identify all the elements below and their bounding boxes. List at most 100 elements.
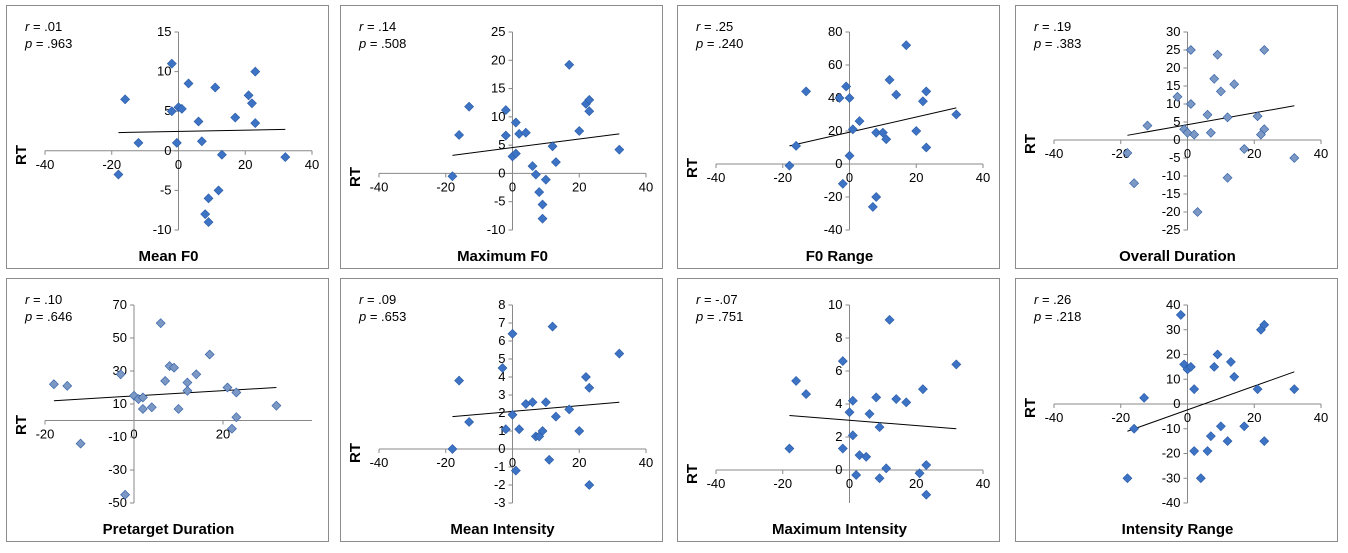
y-tick-label: 15 bbox=[1166, 78, 1180, 93]
data-point bbox=[547, 141, 558, 152]
y-tick-label: -10 bbox=[153, 222, 172, 237]
r-symbol: r bbox=[696, 19, 701, 34]
x-tick-label: 0 bbox=[175, 157, 182, 172]
trend-line bbox=[1127, 105, 1295, 136]
data-point bbox=[801, 86, 812, 97]
x-tick-label: 0 bbox=[509, 455, 516, 470]
x-tick-label: -40 bbox=[370, 179, 389, 194]
data-point bbox=[550, 157, 561, 168]
y-tick-label: 0 bbox=[835, 462, 842, 477]
data-point bbox=[447, 171, 458, 182]
x-axis-label: Mean F0 bbox=[138, 248, 199, 265]
data-point bbox=[1239, 421, 1250, 432]
data-point bbox=[918, 96, 928, 107]
y-tick-label: 2 bbox=[835, 429, 842, 444]
x-tick-label: 20 bbox=[238, 157, 252, 172]
data-point bbox=[454, 130, 465, 140]
x-tick-label: 40 bbox=[639, 455, 653, 470]
trend-line bbox=[118, 128, 286, 134]
data-point bbox=[176, 103, 187, 114]
y-tick-label: -40 bbox=[824, 222, 843, 237]
y-tick-label: -10 bbox=[487, 222, 506, 237]
y-tick-label: 0 bbox=[498, 165, 505, 180]
data-point bbox=[1185, 99, 1196, 109]
data-point bbox=[1259, 319, 1270, 330]
data-point bbox=[537, 426, 548, 436]
y-tick-label: 20 bbox=[491, 52, 505, 67]
data-point bbox=[120, 489, 131, 500]
data-point bbox=[1185, 361, 1196, 372]
y-axis-label: RT bbox=[684, 158, 701, 178]
x-tick-label: 0 bbox=[846, 476, 853, 491]
r-symbol: r bbox=[1034, 19, 1039, 34]
scatter-plot: -40 -20 0 20 40 0 2 4 6 8 10 bbox=[707, 297, 990, 503]
data-point bbox=[507, 409, 518, 420]
data-point bbox=[871, 392, 882, 403]
scatter-panel-7: -40 -20 0 20 40 0 2 4 6 8 10 r = -.07 p = .751 RT Maxi… bbox=[677, 278, 1000, 542]
data-point bbox=[243, 90, 254, 101]
data-point bbox=[203, 217, 214, 228]
p-stat: p = .751 bbox=[696, 308, 743, 325]
x-axis-label: F0 Range bbox=[805, 248, 874, 265]
data-point bbox=[911, 126, 922, 136]
x-tick-label: -20 bbox=[773, 170, 792, 185]
r-symbol: r bbox=[359, 19, 364, 34]
data-point bbox=[844, 150, 855, 161]
data-point bbox=[801, 389, 812, 400]
y-tick-label: 30 bbox=[1166, 322, 1180, 337]
p-symbol: p bbox=[1034, 36, 1042, 51]
data-point bbox=[1252, 111, 1263, 122]
data-point bbox=[1209, 361, 1220, 372]
data-point bbox=[537, 213, 548, 224]
data-point bbox=[1205, 127, 1216, 138]
data-point bbox=[250, 66, 261, 77]
data-point bbox=[584, 106, 595, 117]
data-point bbox=[48, 379, 59, 390]
r-symbol: r bbox=[25, 19, 30, 34]
y-tick-label: 15 bbox=[491, 81, 505, 96]
data-point bbox=[1142, 120, 1153, 131]
p-stat: p = .646 bbox=[25, 308, 72, 325]
data-point bbox=[874, 422, 885, 433]
y-tick-label: -1 bbox=[494, 459, 506, 474]
y-tick-label: 6 bbox=[835, 363, 842, 378]
x-tick-label: -40 bbox=[36, 157, 55, 172]
y-tick-label: 10 bbox=[157, 64, 171, 79]
r-value: = -.07 bbox=[700, 292, 738, 307]
data-point bbox=[540, 174, 551, 185]
y-tick-label: -10 bbox=[1162, 421, 1181, 436]
y-tick-label: 6 bbox=[498, 333, 505, 348]
data-point bbox=[951, 359, 962, 370]
data-point bbox=[1222, 112, 1233, 123]
data-point bbox=[564, 404, 575, 415]
y-tick-label: 10 bbox=[1166, 371, 1180, 386]
x-tick-label: -20 bbox=[436, 455, 455, 470]
data-point bbox=[182, 377, 193, 388]
data-point bbox=[877, 127, 888, 138]
data-point bbox=[1202, 446, 1213, 456]
data-point bbox=[1189, 446, 1200, 456]
y-tick-label: -2 bbox=[494, 477, 506, 492]
data-point bbox=[847, 395, 858, 406]
p-value: = .383 bbox=[1041, 36, 1082, 51]
r-stat: r = -.07 bbox=[696, 291, 743, 308]
correlation-stats: r = .25 p = .240 bbox=[696, 18, 743, 52]
data-point bbox=[784, 443, 795, 454]
data-point bbox=[120, 94, 131, 105]
trend-line bbox=[452, 401, 620, 418]
y-tick-label: -5 bbox=[1169, 150, 1181, 165]
data-point bbox=[166, 58, 177, 69]
y-tick-label: 80 bbox=[828, 24, 842, 39]
data-point bbox=[1259, 436, 1270, 447]
data-point bbox=[1185, 45, 1196, 55]
data-point bbox=[614, 144, 625, 155]
data-point bbox=[204, 349, 215, 360]
y-tick-label: 0 bbox=[1173, 396, 1180, 411]
x-tick-label: 20 bbox=[572, 455, 586, 470]
data-point bbox=[171, 137, 182, 148]
data-point bbox=[191, 369, 202, 380]
r-value: = .10 bbox=[29, 292, 63, 307]
data-point bbox=[1202, 109, 1213, 120]
data-point bbox=[500, 105, 511, 115]
